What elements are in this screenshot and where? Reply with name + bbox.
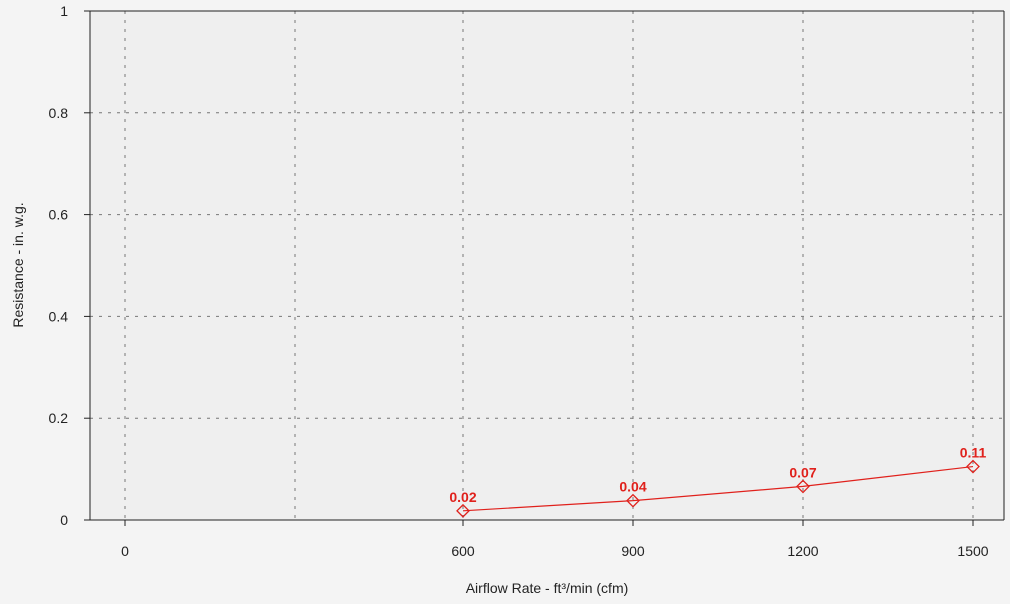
- x-axis-title: Airflow Rate - ft³/min (cfm): [466, 580, 629, 596]
- plot-area: [90, 11, 1004, 520]
- x-tick-label: 1500: [957, 543, 988, 559]
- data-label: 0.02: [449, 489, 476, 505]
- data-label: 0.07: [789, 464, 816, 480]
- data-point-marker: [796, 479, 810, 494]
- y-tick-label: 1: [60, 3, 68, 19]
- data-label: 0.04: [619, 479, 646, 495]
- y-tick-label: 0.4: [49, 308, 69, 324]
- data-point-marker: [456, 503, 470, 518]
- data-point-marker: [966, 459, 980, 474]
- y-tick-label: 0.2: [49, 410, 69, 426]
- series-line: [462, 465, 974, 512]
- x-tick-label: 0: [121, 543, 129, 559]
- x-tick-label: 600: [451, 543, 475, 559]
- y-tick-label: 0.6: [49, 207, 69, 223]
- y-axis-title: Resistance - in. w.g.: [10, 202, 26, 327]
- series-layer: 0.02 0.04 0.07 0.11: [449, 445, 987, 518]
- y-tick-label: 0.8: [49, 105, 69, 121]
- y-tick-labels: 0 0.2 0.4 0.6 0.8 1: [49, 3, 90, 528]
- data-label: 0.11: [960, 445, 987, 461]
- grid: [90, 11, 1004, 520]
- x-tick-label: 1200: [787, 543, 818, 559]
- x-tick-label: 900: [621, 543, 645, 559]
- data-point-marker: [626, 493, 640, 508]
- y-tick-label: 0: [60, 512, 68, 528]
- x-tick-labels: 0 600 900 1200 1500: [121, 520, 989, 559]
